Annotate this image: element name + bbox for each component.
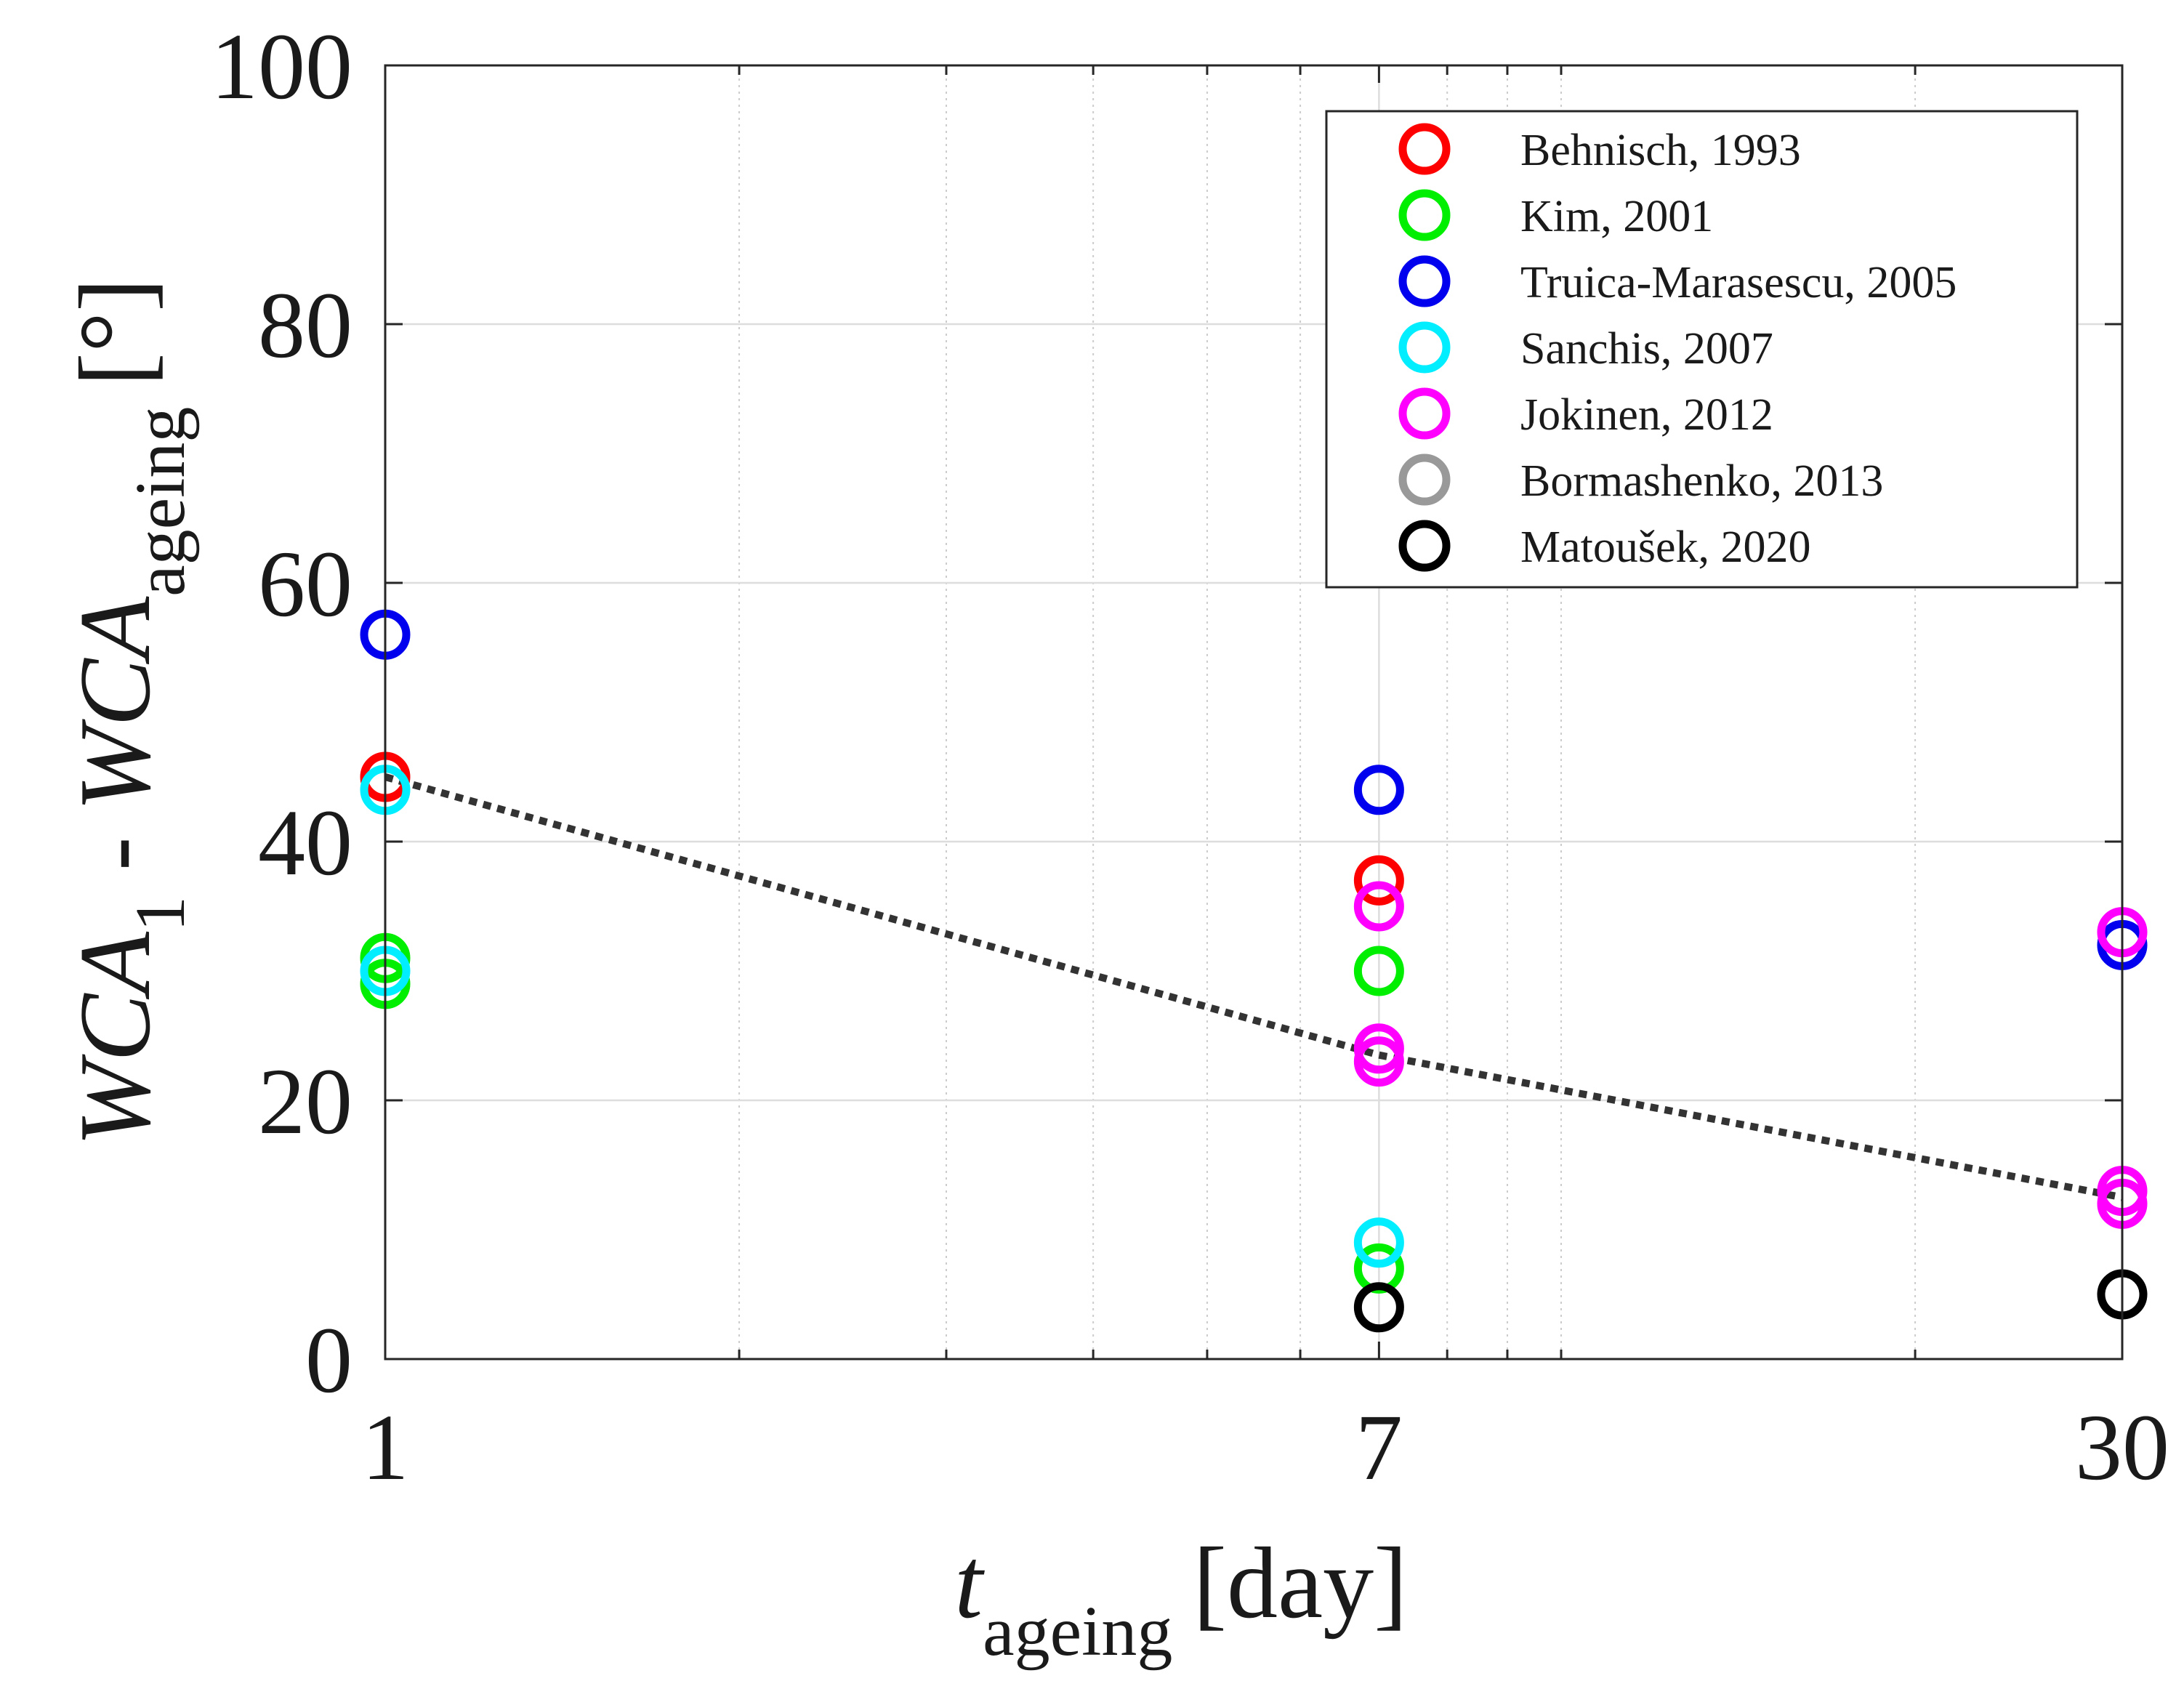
legend-marker xyxy=(1398,321,1451,374)
y-tick-label: 0 xyxy=(305,1308,352,1413)
x-tick-label: 1 xyxy=(362,1395,409,1500)
x-axis-title: tageing [day] xyxy=(954,1527,1408,1671)
legend-label: Sanchis, 2007 xyxy=(1520,324,1773,374)
y-axis-title-sep: - xyxy=(59,811,172,896)
data-points xyxy=(360,609,2148,1333)
y-tick-label: 20 xyxy=(258,1049,352,1154)
x-axis-title-sub: ageing xyxy=(983,1592,1172,1671)
legend-marker xyxy=(1398,255,1451,307)
data-point xyxy=(1353,1036,1404,1087)
legend-label: Jokinen, 2012 xyxy=(1520,390,1773,440)
legend-marker xyxy=(1398,123,1451,175)
plot-frame xyxy=(384,64,2124,1361)
legend-marker xyxy=(1398,387,1451,440)
axis-ticks xyxy=(384,64,2124,1361)
y-tick-label: 100 xyxy=(211,15,352,119)
data-point xyxy=(1353,881,1404,932)
y-axis-title-part1: WCA xyxy=(59,932,172,1147)
legend-marker xyxy=(1398,454,1451,506)
legend-label: Behnisch, 1993 xyxy=(1520,126,1801,175)
y-axis-title: WCA1 - WCAageing[°] xyxy=(59,278,200,1146)
legend-label: Kim, 2001 xyxy=(1520,192,1713,241)
y-tick-label: 40 xyxy=(258,791,352,895)
legend: Behnisch, 1993 Kim, 2001 Truica-Marasescu,… xyxy=(1325,110,2079,589)
y-axis-title-sub1: 1 xyxy=(121,896,200,932)
y-tick-label: 60 xyxy=(258,532,352,637)
x-tick-label: 7 xyxy=(1355,1395,1403,1500)
legend-label: Matoušek, 2020 xyxy=(1520,523,1811,572)
data-point xyxy=(1353,765,1404,815)
legend-box xyxy=(1325,110,2079,589)
axis-tick-labels: 0 20 40 60 80 100 1 7 30 xyxy=(211,15,2169,1500)
x-tick-label: 30 xyxy=(2075,1395,2169,1500)
data-point xyxy=(1353,1217,1404,1268)
y-axis-title-unit: [°] xyxy=(59,278,172,386)
y-axis-title-sub2: ageing xyxy=(121,407,200,597)
legend-marker xyxy=(1398,189,1451,241)
legend-label: Bormashenko, 2013 xyxy=(1520,456,1883,506)
data-point xyxy=(1353,1282,1404,1333)
data-point xyxy=(1353,946,1404,996)
legend-marker xyxy=(1398,520,1451,572)
legend-label: Truica-Marasescu, 2005 xyxy=(1520,258,1957,307)
x-axis-title-unit: [day] xyxy=(1193,1527,1407,1640)
data-point xyxy=(1353,855,1404,906)
y-tick-label: 80 xyxy=(258,273,352,378)
x-axis-title-main: t xyxy=(954,1527,985,1640)
y-axis-title-part2: WCA xyxy=(59,596,172,811)
